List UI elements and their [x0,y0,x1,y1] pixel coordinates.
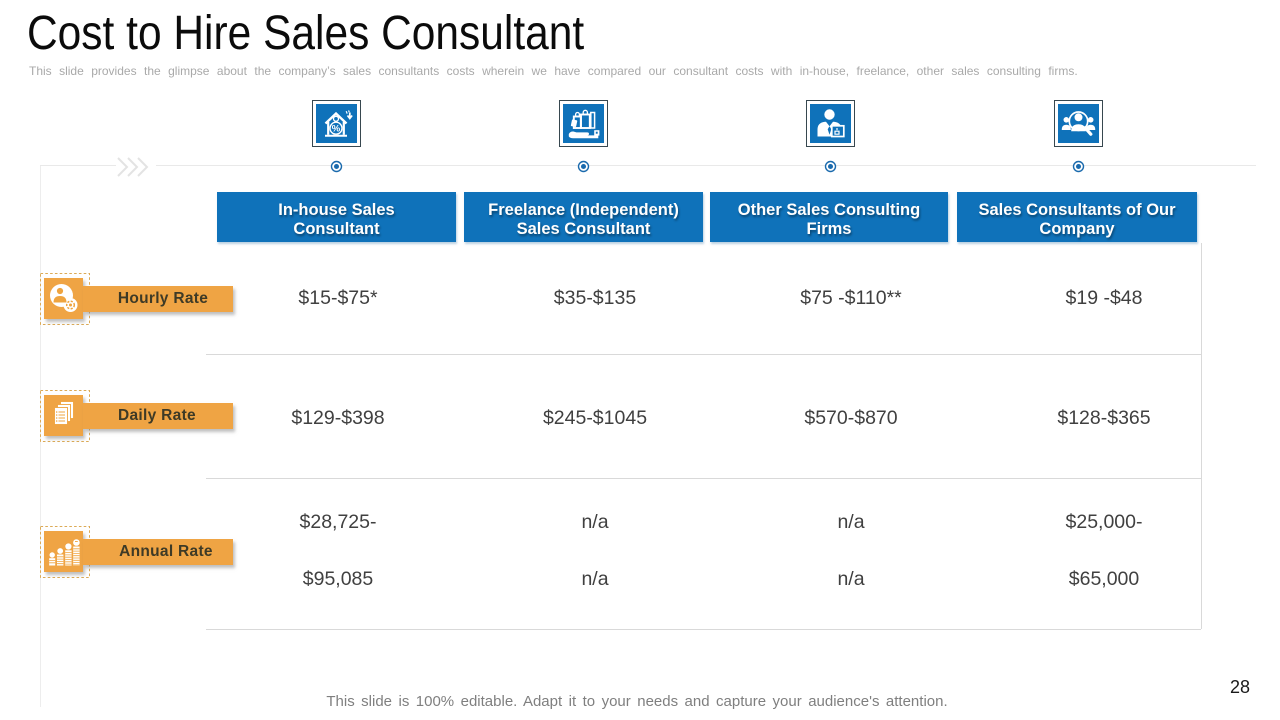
svg-text:%: % [332,124,341,135]
